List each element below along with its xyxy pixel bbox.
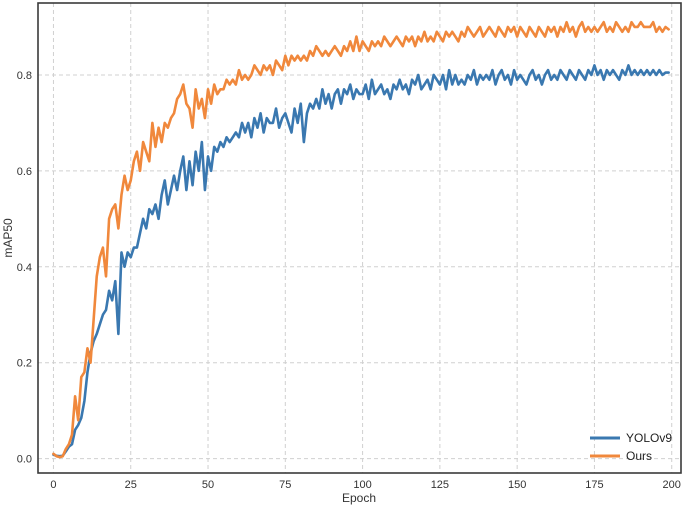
series-line-yolov9 (52, 64, 670, 458)
x-tick-label: 150 (508, 479, 526, 491)
x-tick-label: 200 (663, 479, 681, 491)
y-tick-label: 0.6 (17, 166, 32, 178)
y-tick-label: 0.0 (17, 454, 32, 466)
plot-frame (37, 2, 682, 474)
x-tick-label: 100 (353, 479, 371, 491)
x-tick-label: 50 (202, 479, 214, 491)
x-tick-label: 175 (585, 479, 603, 491)
y-tick-label: 0.8 (17, 70, 32, 82)
y-axis-label: mAP50 (1, 218, 15, 258)
legend-label: YOLOv9 (626, 431, 672, 445)
grid (38, 3, 681, 473)
y-tick-labels: 0.0 0.2 0.4 0.6 0.8 (17, 70, 32, 466)
x-tick-labels: 0 25 50 75 100 125 150 175 200 (50, 479, 681, 491)
legend: YOLOv9 Ours (590, 431, 672, 463)
y-tick-label: 0.2 (17, 358, 32, 370)
series-layer (52, 20, 670, 459)
x-tick-label: 0 (50, 479, 56, 491)
legend-label: Ours (626, 449, 652, 463)
x-axis-label: Epoch (342, 491, 376, 505)
x-tick-label: 75 (279, 479, 291, 491)
y-tick-label: 0.4 (17, 262, 32, 274)
x-tick-label: 25 (125, 479, 137, 491)
series-line-ours (52, 20, 670, 459)
x-tick-label: 125 (431, 479, 449, 491)
